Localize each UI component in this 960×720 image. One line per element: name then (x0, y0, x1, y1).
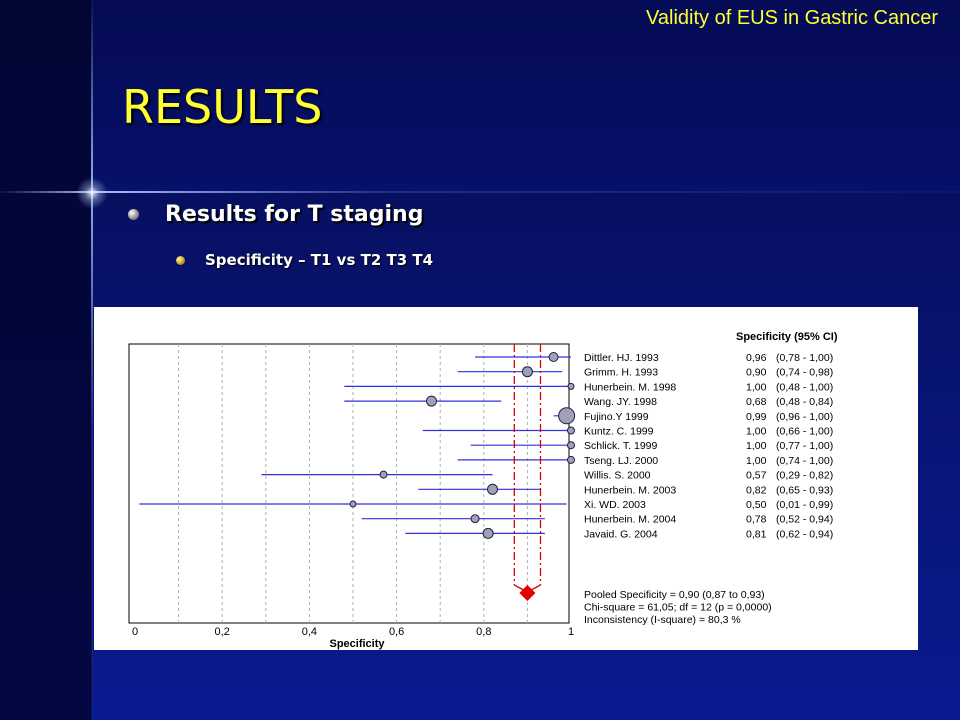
study-name: Willis. S. 2000 (584, 470, 651, 482)
column-header: Specificity (95% CI) (736, 331, 838, 343)
study-ci: (0,96 - 1,00) (776, 411, 833, 423)
study-name: Hunerbein. M. 2003 (584, 484, 676, 496)
page-title: RESULTS (122, 80, 323, 134)
study-ci: (0,65 - 0,93) (776, 484, 833, 496)
plot-frame (128, 343, 570, 624)
study-ci: (0,62 - 0,94) (776, 528, 833, 540)
study-estimate: 1,00 (746, 426, 767, 438)
study-estimate: 0,81 (746, 528, 767, 540)
x-tick-label: 0 (132, 626, 138, 638)
study-estimate: 1,00 (746, 381, 767, 393)
header-title: Validity of EUS in Gastric Cancer (646, 7, 938, 29)
study-name: Fujino.Y 1999 (584, 411, 649, 423)
x-tick-label: 0,4 (302, 626, 317, 638)
bullet-dot-small-icon (176, 255, 185, 265)
study-point-marker (548, 352, 559, 362)
pooled-estimate-diamond (519, 585, 536, 601)
x-tick-label: 0,6 (389, 626, 404, 638)
study-point-marker (567, 382, 575, 390)
study-estimate: 0,99 (746, 411, 767, 423)
study-name: Tseng. LJ. 2000 (584, 455, 658, 467)
bullet-level1-text: Results for T staging (165, 202, 424, 227)
study-point-marker (487, 483, 499, 495)
x-axis-label: Specificity (329, 638, 385, 650)
study-estimate: 0,90 (746, 367, 767, 379)
study-estimate: 1,00 (746, 440, 767, 452)
study-name: Hunerbein. M. 2004 (584, 514, 676, 526)
top-background-band (92, 0, 960, 192)
study-ci: (0,48 - 1,00) (776, 381, 833, 393)
x-tick-label: 0,8 (476, 626, 491, 638)
study-point-marker (379, 470, 388, 479)
study-point-marker (558, 407, 576, 425)
study-point-marker (567, 455, 575, 464)
study-point-marker (349, 500, 357, 508)
light-sparkle (76, 177, 108, 209)
study-name: Schlick. T. 1999 (584, 440, 658, 452)
study-ci: (0,74 - 1,00) (776, 455, 833, 467)
study-name: Hunerbein. M. 1998 (584, 381, 676, 393)
forest-plot-panel: 0 0,2 0,4 0,6 0,8 1 Dittler. HJ. 1993 0,96 (0,7… (94, 307, 918, 650)
x-tick-label: 1 (568, 626, 574, 638)
horizontal-light-line (0, 191, 960, 193)
study-ci: (0,66 - 1,00) (776, 426, 833, 438)
study-name: Dittler. HJ. 1993 (584, 352, 659, 364)
study-ci: (0,01 - 0,99) (776, 499, 833, 511)
study-estimate: 0,96 (746, 352, 767, 364)
bullet-level2-text: Specificity – T1 vs T2 T3 T4 (205, 251, 434, 269)
study-point-marker (470, 514, 480, 524)
study-point-marker (567, 426, 575, 435)
study-point-marker (425, 395, 437, 407)
vertical-light-line (91, 0, 93, 720)
study-estimate: 0,78 (746, 514, 767, 526)
bullet-dot-icon (128, 209, 139, 220)
study-ci: (0,48 - 0,84) (776, 396, 833, 408)
study-name: Grimm. H. 1993 (584, 367, 658, 379)
study-ci: (0,52 - 0,94) (776, 514, 833, 526)
study-point-marker (567, 441, 575, 450)
bullet-level2: Specificity – T1 vs T2 T3 T4 (176, 251, 433, 269)
study-estimate: 1,00 (746, 455, 767, 467)
study-ci: (0,29 - 0,82) (776, 470, 833, 482)
summary-line: Chi-square = 61,05; df = 12 (p = 0,0000) (584, 602, 772, 614)
forest-plot: 0 0,2 0,4 0,6 0,8 1 Dittler. HJ. 1993 0,96 (0,7… (128, 331, 838, 650)
study-name: Javaid. G. 2004 (584, 528, 658, 540)
left-background-band (0, 0, 92, 720)
summary-line: Inconsistency (I-square) = 80,3 % (584, 614, 741, 626)
study-point-marker (482, 527, 494, 539)
study-name: Wang. JY. 1998 (584, 396, 657, 408)
study-name: Kuntz. C. 1999 (584, 426, 654, 438)
x-tick-label: 0,2 (215, 626, 230, 638)
study-estimate: 0,68 (746, 396, 767, 408)
study-estimate: 0,57 (746, 470, 767, 482)
bullet-level1: Results for T staging (128, 202, 423, 227)
study-ci: (0,78 - 1,00) (776, 352, 833, 364)
study-estimate: 0,50 (746, 499, 767, 511)
study-estimate: 0,82 (746, 484, 767, 496)
study-ci: (0,74 - 0,98) (776, 367, 833, 379)
study-name: Xi. WD. 2003 (584, 499, 646, 511)
study-ci: (0,77 - 1,00) (776, 440, 833, 452)
study-point-marker (521, 366, 533, 378)
summary-line: Pooled Specificity = 0,90 (0,87 to 0,93) (584, 589, 765, 601)
